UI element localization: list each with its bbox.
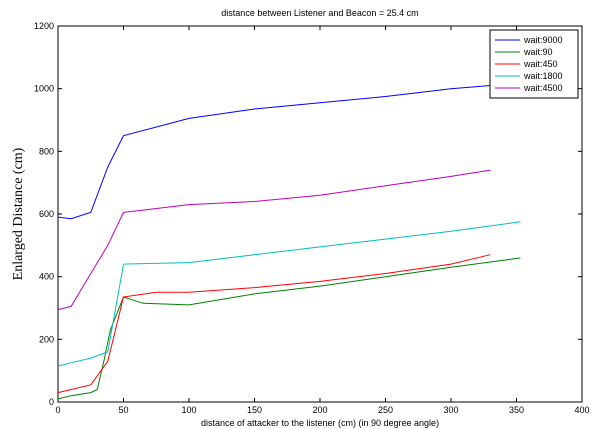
y-tick-label: 400 [39, 272, 54, 282]
x-tick-label: 200 [312, 405, 327, 415]
legend-label: wait:90 [523, 47, 553, 57]
axis-ticks: 0 50 100 150 200 250 300 350 400 0 200 400 600 800 100… [34, 21, 590, 415]
legend: wait:9000 wait:90 wait:450 wait:1800 wait:45… [489, 29, 579, 99]
legend-label: wait:1800 [523, 71, 563, 81]
legend-label: wait:4500 [523, 83, 563, 93]
legend-label: wait:450 [523, 59, 558, 69]
y-tick-label: 1000 [34, 84, 54, 94]
x-tick-label: 50 [118, 405, 128, 415]
x-tick-label: 100 [181, 405, 196, 415]
y-tick-label: 600 [39, 209, 54, 219]
x-tick-label: 150 [247, 405, 262, 415]
x-tick-label: 300 [443, 405, 458, 415]
chart-title: distance between Listener and Beacon = 2… [221, 8, 418, 18]
x-axis-label: distance of attacker to the listener (cm… [201, 418, 439, 428]
x-tick-label: 250 [378, 405, 393, 415]
y-tick-label: 1200 [34, 21, 54, 31]
y-tick-label: 0 [49, 397, 54, 407]
y-tick-label: 800 [39, 146, 54, 156]
x-tick-label: 400 [574, 405, 589, 415]
y-tick-label: 200 [39, 334, 54, 344]
series-line-wait-450 [57, 254, 491, 394]
x-tick-label: 350 [509, 405, 524, 415]
series-line-wait-9000 [57, 85, 491, 220]
series-line-wait-1800 [57, 221, 521, 367]
series-lines [57, 85, 521, 400]
series-line-wait-4500 [57, 169, 491, 311]
series-line-wait-90 [57, 257, 521, 400]
legend-label: wait:9000 [523, 35, 563, 45]
x-tick-label: 0 [55, 405, 60, 415]
y-axis-label: Enlarged Distance (cm) [11, 147, 26, 280]
